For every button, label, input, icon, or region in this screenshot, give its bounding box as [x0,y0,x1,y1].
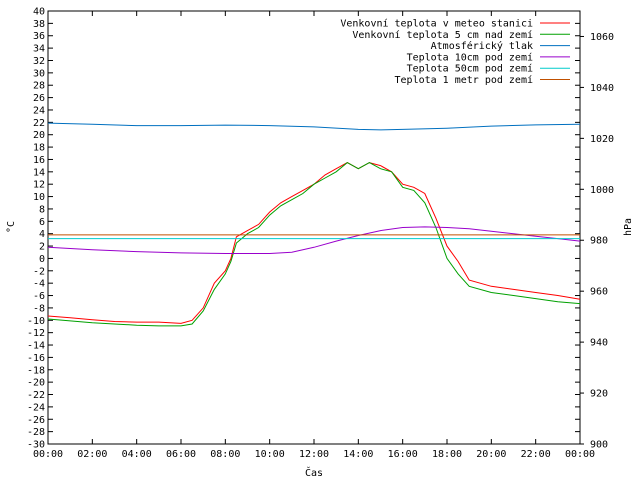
y-left-tick-label: -24 [27,402,45,413]
x-tick-label: 18:00 [432,449,462,460]
y-right-tick-label: 900 [590,440,608,451]
y-axis-left: -30-28-26-24-22-20-18-16-14-12-10-8-6-4-… [27,7,580,451]
legend-label-6: Teplota 1 metr pod zemí [395,74,533,86]
y-left-tick-label: 16 [33,155,45,166]
y-left-tick-label: 18 [33,143,45,154]
legend-label-3: Atmosférický tlak [431,40,533,52]
y-right-tick-label: 1020 [590,134,614,145]
series-line-3 [47,122,581,131]
y-left-tick-label: -12 [27,328,45,339]
x-tick-label: 12:00 [299,449,329,460]
y-axis-right: 900 920 940 960 980 1000 1020 1040 1060 [580,32,614,451]
y-left-tick-label: 34 [33,44,45,55]
y-left-tick-label: 26 [33,93,45,104]
y-left-tick-label: -18 [27,365,45,376]
y-left-tick-label: 12 [33,180,45,191]
y-left-tick-label: 38 [33,19,45,30]
x-tick-label: 20:00 [476,449,506,460]
legend-label-5: Teplota 50cm pod zemí [407,63,533,75]
y-left-tick-label: -30 [27,440,45,451]
y-axis-right-label: hPa [623,218,634,236]
y-left-tick-label: -26 [27,415,45,426]
y-right-tick-label: 1060 [590,32,614,43]
y-left-tick-label: -14 [27,341,45,352]
y-left-tick-label: -20 [27,378,45,389]
x-tick-label: 02:00 [77,449,107,460]
series-line-4 [47,226,581,254]
y-left-tick-label: 28 [33,81,45,92]
y-left-tick-label: -10 [27,316,45,327]
x-tick-label: 00:00 [565,449,595,460]
y-left-tick-label: 6 [39,217,45,228]
y-right-tick-label: 980 [590,236,608,247]
x-tick-label: 08:00 [210,449,240,460]
y-right-tick-label: 960 [590,287,608,298]
y-left-tick-label: -2 [33,266,45,277]
x-tick-label: 04:00 [122,449,152,460]
x-tick-label: 00:00 [33,449,63,460]
y-right-tick-label: 940 [590,338,608,349]
y-right-tick-label: 1040 [590,83,614,94]
y-left-tick-label: 14 [33,167,45,178]
legend-label-2: Venkovní teplota 5 cm nad zemí [352,29,533,41]
x-tick-label: 22:00 [521,449,551,460]
series-line-2 [47,161,581,327]
x-tick-label: 14:00 [343,449,373,460]
y-left-tick-label: -22 [27,390,45,401]
series-line-1 [47,162,581,324]
x-tick-label: 06:00 [166,449,196,460]
y-left-tick-label: 0 [39,254,45,265]
y-left-tick-label: -8 [33,303,45,314]
y-left-tick-label: 22 [33,118,45,129]
y-axis-left-label: °C [6,221,17,233]
y-left-tick-label: 2 [39,242,45,253]
y-left-tick-label: 36 [33,31,45,42]
y-left-tick-label: -16 [27,353,45,364]
y-left-tick-label: 8 [39,204,45,215]
y-right-tick-label: 920 [590,389,608,400]
x-axis: 00:00 02:00 04:00 06:00 08:00 10:00 12:00 14:00… [33,11,595,460]
x-tick-label: 16:00 [388,449,418,460]
y-left-tick-label: 32 [33,56,45,67]
y-left-tick-label: -6 [33,291,45,302]
y-left-tick-label: -28 [27,427,45,438]
legend: Venkovní teplota v meteo staniciVenkovní… [340,18,570,86]
y-left-tick-label: 20 [33,130,45,141]
y-left-tick-label: 30 [33,68,45,79]
x-tick-label: 10:00 [255,449,285,460]
x-axis-label: Čas [305,466,323,479]
series-lines [47,122,581,327]
y-left-tick-label: 24 [33,105,45,116]
y-left-tick-label: 40 [33,7,45,18]
y-right-tick-label: 1000 [590,185,614,196]
y-left-tick-label: 10 [33,192,45,203]
y-left-tick-label: 4 [39,229,45,240]
legend-label-1: Venkovní teplota v meteo stanici [340,18,533,30]
y-left-tick-label: -4 [33,279,45,290]
legend-label-4: Teplota 10cm pod zemí [407,51,533,63]
